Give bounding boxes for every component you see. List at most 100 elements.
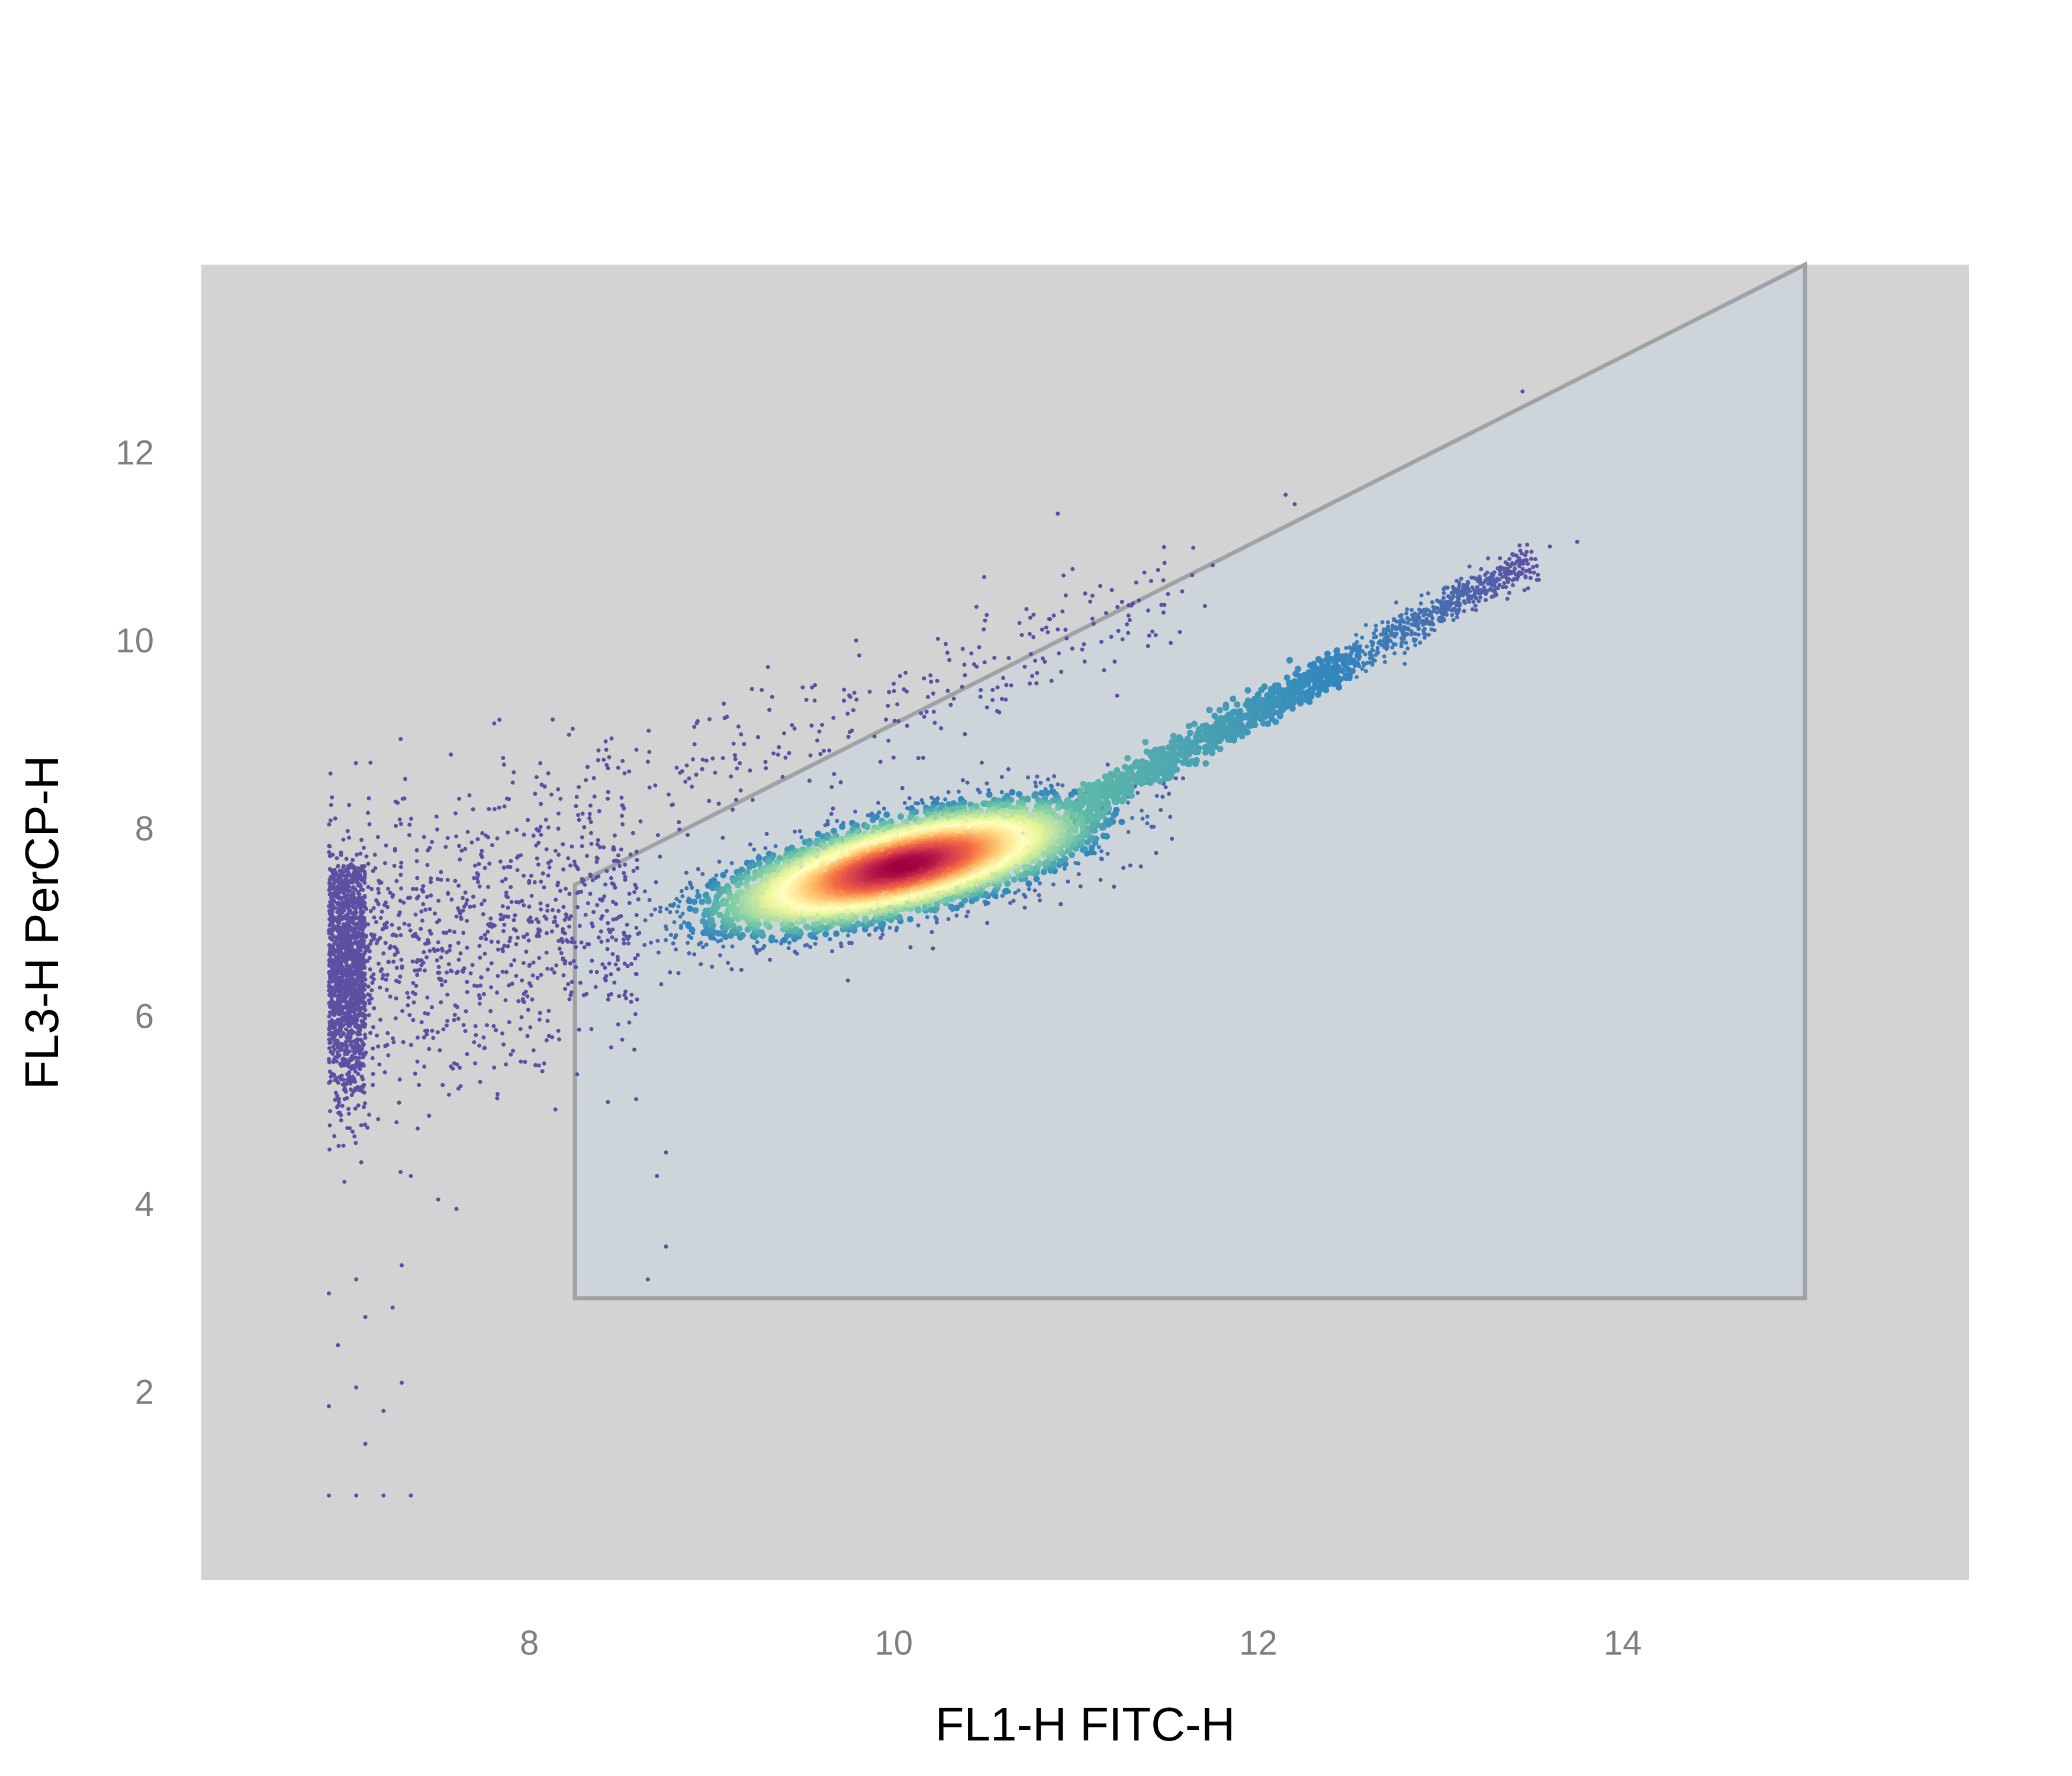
data-point <box>328 771 333 776</box>
data-point <box>349 1058 353 1062</box>
data-point <box>962 662 967 667</box>
data-point <box>722 702 726 706</box>
data-point <box>397 817 402 822</box>
data-point <box>480 831 485 835</box>
data-point <box>416 1035 420 1040</box>
data-point <box>960 778 965 783</box>
data-point <box>338 1003 343 1008</box>
data-point <box>509 1052 513 1057</box>
data-point <box>486 884 491 889</box>
data-point <box>350 911 355 916</box>
data-point <box>1283 493 1288 497</box>
data-point <box>776 752 780 757</box>
data-point <box>558 889 562 893</box>
data-point <box>496 974 500 978</box>
data-point <box>1363 623 1368 628</box>
data-point <box>881 806 886 811</box>
data-point <box>446 962 451 967</box>
data-point <box>1526 586 1530 591</box>
data-point <box>1523 553 1527 558</box>
data-point <box>427 948 432 953</box>
data-point <box>501 762 506 767</box>
data-point <box>1422 635 1427 640</box>
data-point <box>528 1025 533 1029</box>
data-point <box>1037 893 1041 897</box>
data-point <box>334 1097 339 1102</box>
data-point <box>655 938 660 943</box>
data-point <box>601 757 606 762</box>
data-point <box>1260 707 1267 714</box>
data-point <box>407 822 412 827</box>
data-point <box>477 884 482 889</box>
data-point <box>399 957 404 962</box>
data-point <box>1092 797 1098 804</box>
data-point <box>328 1022 332 1027</box>
data-point <box>1159 603 1164 607</box>
data-point <box>339 1045 344 1050</box>
data-point <box>1185 722 1192 729</box>
data-point <box>1191 545 1196 550</box>
data-point <box>401 1040 406 1044</box>
data-point <box>398 933 403 938</box>
data-point <box>419 1020 424 1025</box>
data-point <box>1004 683 1009 687</box>
data-point <box>352 1134 357 1138</box>
data-point <box>1090 616 1095 621</box>
data-point <box>344 857 349 861</box>
data-point <box>561 973 566 977</box>
data-point <box>880 932 885 937</box>
data-point <box>448 928 452 933</box>
data-point <box>431 1035 436 1040</box>
data-point <box>905 689 909 694</box>
data-point <box>979 760 984 765</box>
data-point <box>1001 675 1005 680</box>
data-point <box>336 1144 341 1148</box>
data-point <box>439 870 443 874</box>
data-point <box>1112 659 1117 664</box>
data-point <box>349 933 353 938</box>
data-point <box>1037 898 1042 903</box>
data-point <box>341 1143 346 1148</box>
data-point <box>351 873 356 877</box>
data-point <box>544 950 549 955</box>
data-point <box>1137 770 1144 777</box>
data-point <box>400 1381 404 1385</box>
data-point <box>622 941 626 945</box>
data-point <box>1127 603 1131 607</box>
data-point <box>347 803 352 807</box>
data-point <box>619 847 623 852</box>
data-point <box>348 889 352 893</box>
data-point <box>375 835 380 839</box>
data-point <box>815 738 819 743</box>
data-point <box>352 1009 356 1014</box>
data-point <box>1056 627 1060 632</box>
data-point <box>1390 645 1395 650</box>
data-point <box>491 1024 496 1028</box>
data-point <box>1033 658 1038 663</box>
data-point <box>1154 760 1162 767</box>
data-point <box>477 1043 482 1048</box>
data-point <box>954 913 959 918</box>
data-point <box>767 707 772 712</box>
data-point <box>535 976 540 980</box>
data-point <box>1417 607 1421 612</box>
data-point <box>862 915 869 922</box>
data-point <box>341 916 346 921</box>
data-point <box>647 785 652 790</box>
data-point <box>454 1206 459 1211</box>
data-point <box>1009 789 1016 796</box>
data-point <box>366 796 371 800</box>
data-point <box>443 845 448 849</box>
data-point <box>1027 887 1031 892</box>
data-point <box>1006 767 1011 771</box>
data-point <box>907 796 912 800</box>
data-point <box>1382 654 1386 659</box>
data-point <box>1109 635 1114 639</box>
data-point <box>1073 861 1078 866</box>
data-point <box>436 964 441 969</box>
data-point <box>695 893 702 900</box>
data-point <box>603 966 607 970</box>
data-point <box>1093 790 1100 797</box>
data-point <box>409 816 413 821</box>
data-point <box>445 992 450 997</box>
